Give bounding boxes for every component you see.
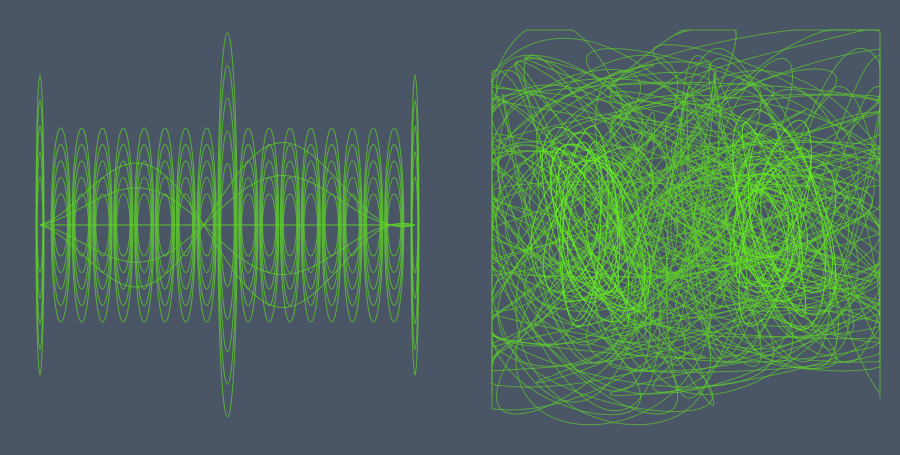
tangled-loop xyxy=(620,139,881,328)
tangled-loop xyxy=(652,44,859,394)
tangled-loop xyxy=(611,154,879,272)
tangled-loop xyxy=(491,68,642,416)
loop-core-curve xyxy=(735,147,811,288)
tangled-loop xyxy=(491,29,737,395)
tangled-loop xyxy=(504,149,659,281)
wave-envelope-curve xyxy=(39,187,416,276)
wave-envelope-curve xyxy=(39,174,416,263)
tangled-loop xyxy=(534,128,653,327)
tangled-loop xyxy=(549,95,630,323)
loop-core-curve xyxy=(561,125,609,327)
loop-core-curve xyxy=(543,146,654,303)
tangled-loop xyxy=(491,57,661,412)
loop-core-curve xyxy=(741,121,807,318)
tangled-loop xyxy=(495,54,679,415)
left-curve-panel xyxy=(35,32,420,418)
loop-core-curve xyxy=(735,155,803,302)
tangled-loop xyxy=(523,56,644,357)
loop-core-curve xyxy=(539,149,630,327)
tangled-loop xyxy=(491,82,709,372)
tangled-loop xyxy=(680,55,881,364)
loop-core-curve xyxy=(559,141,602,322)
tangled-loop xyxy=(529,117,705,293)
loop-core-curve xyxy=(747,123,826,331)
loop-core-curve xyxy=(549,143,651,309)
tangled-loop xyxy=(514,62,715,406)
tangled-loop xyxy=(659,174,874,283)
loop-core-curve xyxy=(550,144,646,312)
tangled-loop xyxy=(681,103,839,370)
tangled-loop xyxy=(491,37,748,395)
tangled-loop xyxy=(666,47,881,399)
loop-core-curve xyxy=(729,155,837,293)
tangled-loop xyxy=(734,133,850,356)
tangled-loop xyxy=(491,61,781,411)
loop-core-curve xyxy=(551,147,646,313)
loop-core-curve xyxy=(530,159,624,293)
tangled-loop xyxy=(609,29,881,396)
loop-core-curve xyxy=(562,156,640,296)
loop-core-curve xyxy=(558,160,619,296)
right-curve-panel xyxy=(491,29,881,426)
wave-envelope-curve xyxy=(39,162,416,308)
tangled-loop xyxy=(686,68,838,370)
tangled-loop xyxy=(491,133,749,319)
tangled-loop xyxy=(491,82,775,388)
tangled-loop xyxy=(502,93,687,364)
tangled-loop xyxy=(497,94,651,392)
tangled-loop xyxy=(674,184,827,267)
loop-core-curve xyxy=(738,119,812,327)
wave-envelope-curve xyxy=(39,142,416,288)
tangled-loop xyxy=(674,91,837,351)
